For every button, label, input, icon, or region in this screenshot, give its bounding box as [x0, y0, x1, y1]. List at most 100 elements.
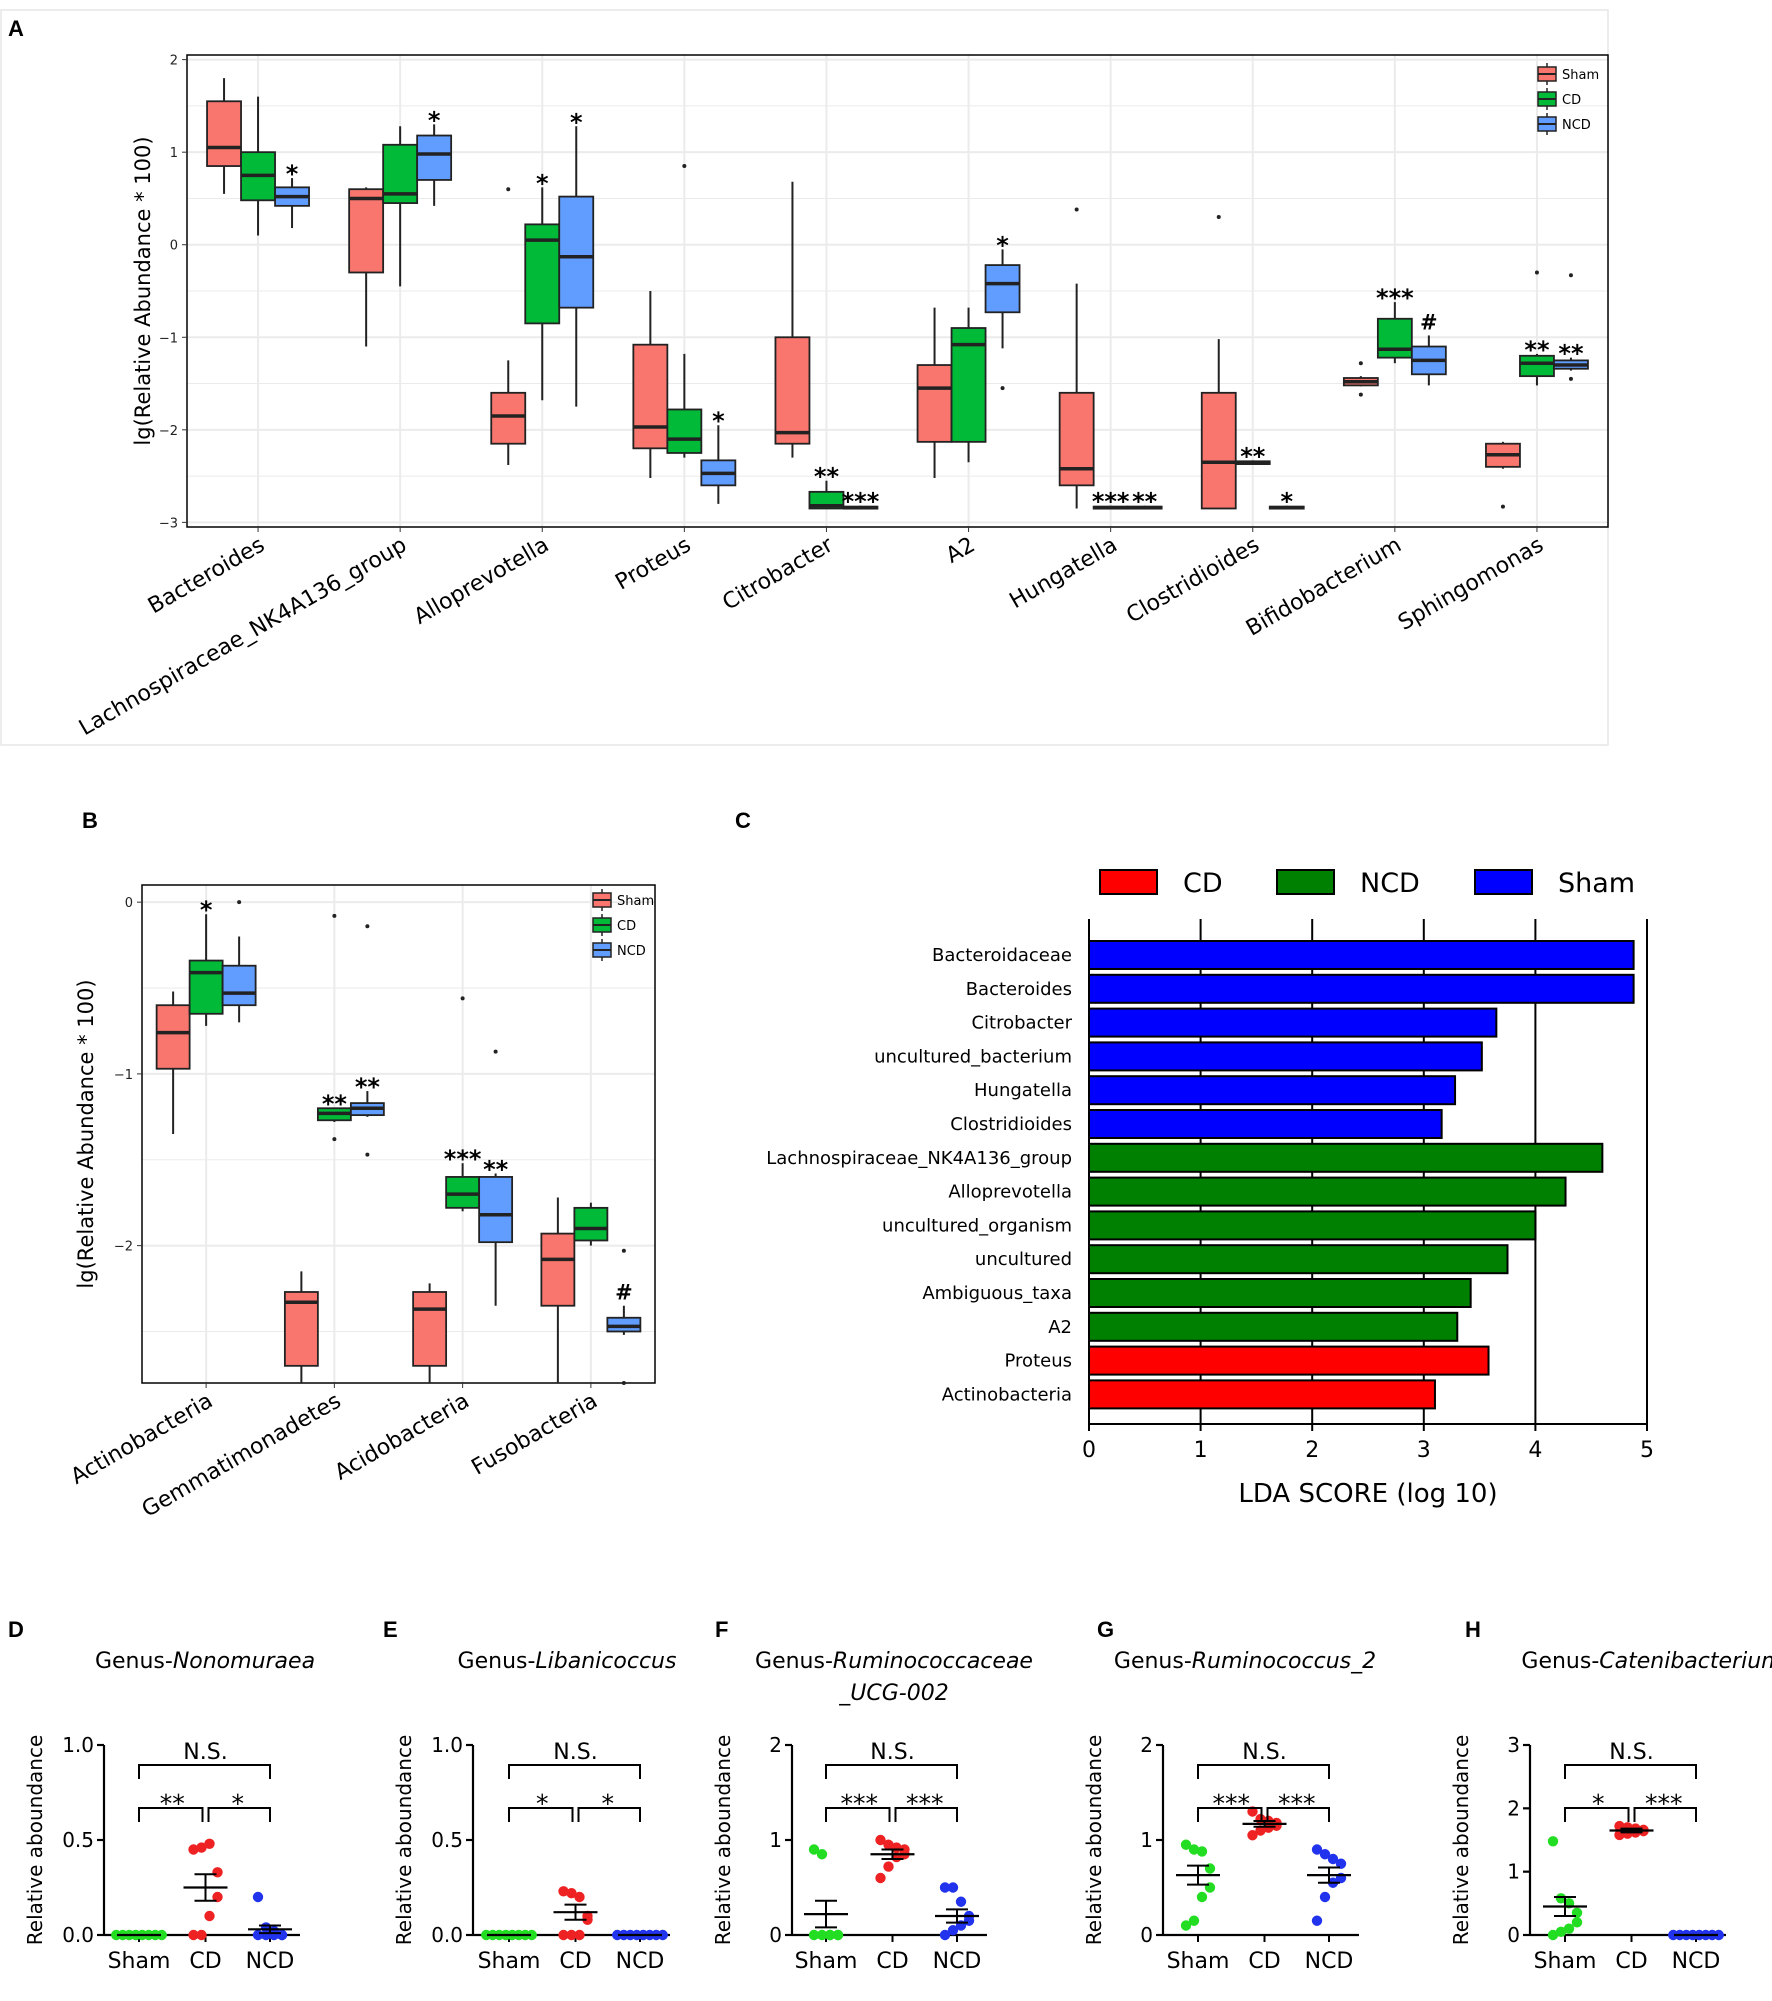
bracket-left: [1564, 1807, 1630, 1822]
data-point-sham: [156, 1929, 167, 1941]
y-tick-label: 1: [769, 1828, 782, 1852]
box-body: [540, 1232, 576, 1307]
box-lachnospiraceae_nk4a136_group-cd: [382, 126, 419, 287]
data-point-cd: [212, 1867, 223, 1878]
box-outlier: [1074, 207, 1079, 212]
box-gemmatimonadetes-ncd: **: [349, 924, 385, 1157]
y-tick-label: 0.0: [431, 1923, 463, 1947]
lda-bar-label: uncultured_bacterium: [874, 1046, 1072, 1067]
legend-label-sham: Sham: [1562, 68, 1599, 83]
y-tick-label: 1: [1140, 1828, 1153, 1852]
legend-label-ncd: NCD: [617, 944, 646, 959]
box-body: [666, 408, 703, 454]
box-clostridioides-cd: **: [1234, 442, 1271, 470]
panel-title-prefix: Genus-: [1114, 1649, 1192, 1674]
data-point-sham: [1188, 1844, 1200, 1855]
data-point-cd: [582, 1914, 593, 1926]
x-category-label: Sphingomonas: [1394, 533, 1548, 636]
box-hungatella-ncd: **: [1126, 488, 1163, 516]
data-point-ncd: [1713, 1929, 1724, 1941]
lda-bar-label: Ambiguous_taxa: [922, 1283, 1072, 1304]
box-proteus-ncd: *: [700, 407, 737, 504]
box-body: [573, 1206, 609, 1242]
box-fusobacteria-cd: [573, 1202, 609, 1246]
x-category-label: A2: [942, 533, 980, 569]
box-body: [348, 188, 385, 274]
plot-border: [186, 54, 1609, 528]
data-point-cd: [566, 1929, 577, 1941]
panel-label-c: C: [735, 808, 751, 833]
lda-bar-a2: [1088, 1311, 1459, 1342]
box-body: [558, 195, 595, 309]
lda-bar-label: Alloprevotella: [948, 1182, 1072, 1203]
box-a2-sham: [916, 307, 953, 478]
panel-title: Genus-Catenibacterium: [1521, 1649, 1772, 1674]
lda-bar-bacteroidaceae: [1088, 940, 1635, 970]
bracket-right-label: *: [602, 1789, 615, 1818]
panel-title-prefix: Genus-: [458, 1649, 536, 1674]
x-category-label: Citrobacter: [719, 532, 839, 616]
data-point-cd: [204, 1838, 215, 1850]
box-hungatella-sham: [1058, 207, 1095, 509]
data-point-cd: [875, 1872, 886, 1884]
y-tick-label: −2: [114, 1240, 133, 1255]
legend-label-sham: Sham: [617, 894, 654, 909]
panel-title: Genus-Ruminococcus_2: [1114, 1649, 1376, 1674]
box-bifidobacterium-ncd: #: [1410, 310, 1447, 386]
box-outlier: [237, 900, 242, 905]
box-acidobacteria-ncd: **: [478, 1049, 514, 1306]
significance-marker: *: [428, 106, 441, 134]
data-point-sham: [1555, 1893, 1567, 1904]
y-tick-label: 1: [1507, 1860, 1520, 1884]
box-outlier: [1000, 386, 1005, 391]
y-tick-label: 0.0: [62, 1923, 94, 1947]
box-alloprevotella-cd: *: [524, 169, 561, 401]
panel-label-h: H: [1465, 1617, 1481, 1642]
x-category-label: Alloprevotella: [410, 533, 553, 630]
bracket-right: [577, 1807, 641, 1822]
x-category-label: CD: [189, 1949, 221, 1974]
data-point-sham: [1180, 1839, 1192, 1850]
box-bifidobacterium-cd: ***: [1376, 284, 1414, 364]
box-a2-ncd: *: [984, 231, 1021, 391]
significance-marker: #: [1420, 310, 1438, 334]
significance-marker: *: [996, 231, 1009, 259]
panel-label-d: D: [8, 1617, 24, 1642]
data-point-sham: [832, 1929, 844, 1941]
panel-label-e: E: [383, 1617, 398, 1642]
bracket-left: [508, 1807, 574, 1822]
bracket-top: [138, 1764, 271, 1779]
box-alloprevotella-ncd: *: [558, 108, 595, 407]
lda-bar-label: Hungatella: [974, 1080, 1072, 1101]
box-body: [1376, 317, 1413, 359]
lda-bar-clostridioides: [1088, 1109, 1443, 1139]
lda-bar-lachnospiraceae_nk4a136_group: [1088, 1142, 1604, 1173]
bracket-top-label: N.S.: [553, 1740, 597, 1765]
box-body: [916, 364, 953, 443]
y-axis-title: lg(Relative Abundance * 100): [131, 136, 155, 445]
y-tick-label: 2: [1140, 1733, 1153, 1757]
y-axis-title: Relative aboundance: [1082, 1735, 1106, 1945]
x-category-label: NCD: [1305, 1949, 1354, 1974]
box-body: [490, 391, 527, 445]
box-outlier: [682, 164, 687, 169]
data-point-ncd: [1319, 1891, 1331, 1903]
legend: Sham CD NCD: [1537, 63, 1599, 135]
lda-bar-proteus: [1088, 1345, 1490, 1376]
data-point-ncd: [252, 1891, 264, 1903]
box-body: [206, 100, 242, 167]
box-outlier: [332, 913, 337, 918]
box-fusobacteria-sham: [540, 1197, 576, 1383]
y-tick-label: −1: [114, 1068, 133, 1083]
data-point-cd: [196, 1929, 207, 1941]
panel-title-prefix: Genus-: [1521, 1649, 1599, 1674]
y-tick-label: 1.0: [431, 1733, 463, 1757]
lda-bar-label: Proteus: [1005, 1351, 1072, 1372]
box-outlier: [1568, 273, 1573, 278]
data-point-ncd: [955, 1896, 967, 1907]
data-point-cd: [883, 1839, 894, 1850]
bracket-left: [1197, 1807, 1263, 1822]
box-bifidobacterium-sham: [1342, 361, 1379, 397]
lda-bar-label: Bacteroides: [966, 979, 1072, 1000]
